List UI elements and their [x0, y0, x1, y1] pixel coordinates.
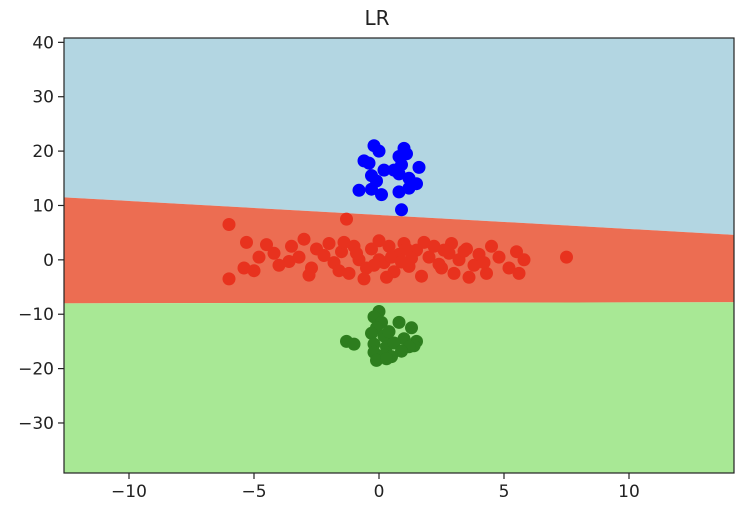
scatter-point [480, 266, 493, 280]
scatter-point [395, 344, 408, 358]
x-tick-label: 10 [618, 482, 640, 502]
x-tick-label: 0 [374, 482, 385, 502]
scatter-point [337, 235, 351, 249]
scatter-point [252, 250, 266, 264]
y-tick-label: 40 [32, 33, 54, 53]
scatter-point [402, 181, 416, 195]
scatter-point [372, 144, 386, 158]
scatter-point [375, 188, 388, 202]
scatter-point [395, 203, 408, 217]
x-tick-label: −10 [111, 482, 147, 502]
scatter-series-1 [222, 212, 573, 286]
scatter-point [342, 266, 356, 280]
scatter-point [267, 246, 281, 260]
scatter-point [382, 239, 396, 253]
scatter-series-2 [340, 305, 423, 367]
scatter-point [392, 185, 406, 199]
scatter-points [222, 139, 573, 367]
scatter-point [237, 261, 251, 275]
scatter-point [340, 212, 353, 226]
scatter-point [297, 232, 311, 246]
scatter-point [350, 246, 363, 260]
scatter-point [492, 250, 506, 264]
scatter-point [512, 266, 526, 280]
x-tick-label: 5 [499, 482, 510, 502]
scatter-point [560, 250, 573, 264]
scatter-point [282, 255, 296, 268]
scatter-point [405, 321, 418, 335]
scatter-point [372, 234, 386, 248]
scatter-point [365, 169, 378, 183]
scatter-point [427, 239, 441, 253]
axes: −10 −5 0 5 10 −30 −20 −10 0 10 20 30 40 [18, 33, 735, 502]
scatter-point [385, 250, 398, 264]
scatter-point [387, 336, 401, 350]
scatter-point [377, 163, 391, 177]
scatter-point [477, 256, 491, 270]
scatter-point [365, 182, 378, 196]
plot-frame [63, 37, 735, 474]
scatter-point [347, 337, 361, 351]
scatter-series-0 [352, 139, 426, 217]
scatter-point [417, 235, 431, 249]
scatter-point [422, 250, 436, 264]
scatter-point [285, 239, 298, 253]
y-tick-label: −10 [18, 305, 54, 325]
scatter-point [447, 266, 461, 280]
scatter-point [400, 242, 413, 256]
y-tick-label: 30 [32, 88, 54, 108]
scatter-point [332, 264, 346, 278]
scatter-point [387, 163, 401, 177]
scatter-point [302, 268, 316, 282]
scatter-point [272, 258, 286, 272]
scatter-point [365, 242, 378, 256]
chart-title: LR [364, 6, 390, 30]
x-tick-label: −5 [241, 482, 266, 502]
scatter-point [502, 261, 516, 275]
scatter-point [240, 235, 253, 249]
scatter-point [317, 249, 331, 262]
scatter-point [380, 270, 393, 284]
scatter-point [457, 244, 471, 258]
scatter-point [412, 160, 426, 174]
scatter-point [352, 183, 366, 197]
y-tick-label: 20 [32, 142, 54, 162]
scatter-point [362, 156, 376, 170]
scatter-point [485, 239, 498, 253]
scatter-point [367, 258, 381, 272]
scatter-point [392, 315, 406, 329]
y-tick-label: 10 [32, 196, 54, 216]
region-green-class [64, 302, 734, 473]
scatter-point [292, 250, 306, 264]
scatter-point [437, 243, 451, 257]
y-tick-label: −30 [18, 414, 54, 434]
scatter-point [380, 352, 393, 366]
scatter-point [432, 257, 446, 271]
scatter-point [260, 238, 273, 252]
scatter-point [467, 258, 481, 272]
scatter-point [222, 272, 236, 286]
scatter-point [462, 270, 476, 284]
scatter-point [382, 325, 396, 339]
scatter-point [395, 255, 408, 269]
scatter-point [365, 326, 378, 340]
scatter-point [247, 264, 261, 278]
region-blue-class [64, 38, 734, 235]
y-tick-label: 0 [43, 251, 54, 271]
scatter-point [415, 269, 428, 283]
scatter-point [357, 272, 371, 286]
scatter-point [322, 237, 336, 250]
scatter-point [370, 353, 383, 367]
scatter-point [222, 218, 236, 231]
y-tick-label: −20 [18, 360, 54, 380]
scatter-point [517, 253, 531, 267]
